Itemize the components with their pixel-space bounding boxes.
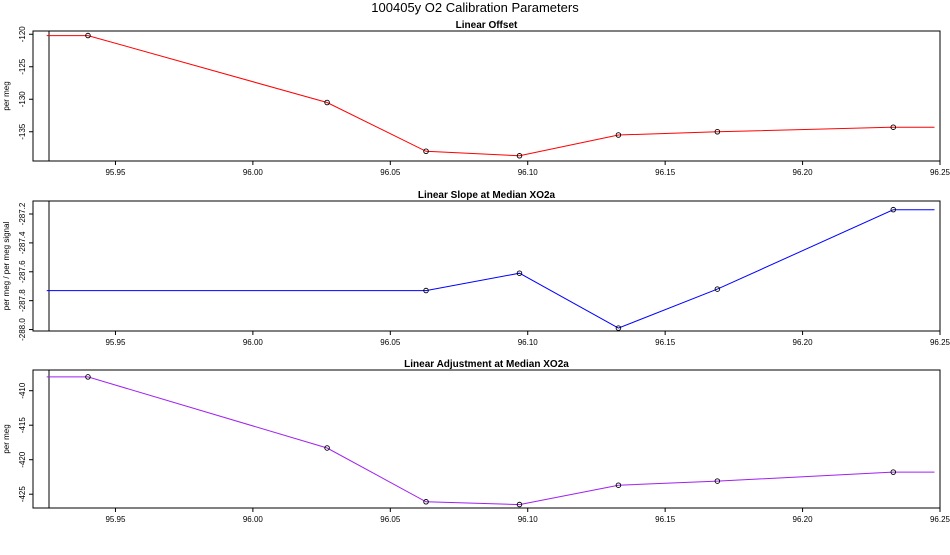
linear-adjustment-y-tick-label: -420 (18, 451, 27, 468)
linear-slope-y-tick-label: -287.6 (18, 260, 27, 283)
linear-adjustment-y-tick-label: -410 (18, 382, 27, 399)
linear-offset-x-tick-label: 95.95 (105, 168, 126, 177)
linear-adjustment-x-tick-label: 96.10 (518, 515, 539, 524)
linear-adjustment-chart: Linear Adjustment at Median XO2a 95.95 96.… (2, 359, 950, 524)
linear-offset-chart: Linear Offset 95.95 96.00 96.05 96.10 96.15 96… (2, 20, 950, 177)
linear-offset-x-tick-label: 96.15 (655, 168, 676, 177)
linear-adjustment-data-point (324, 445, 330, 451)
linear-slope-x-tick-label: 95.95 (105, 338, 126, 347)
linear-slope-frame (32, 200, 941, 332)
linear-slope-data-point (714, 286, 721, 292)
linear-offset-x-tick-label: 96.10 (518, 168, 539, 177)
linear-slope-data-point (615, 325, 622, 331)
linear-slope-x-tick-label: 96.25 (930, 338, 950, 347)
linear-adjustment-y-tick-label: -415 (18, 417, 27, 434)
linear-offset-x-tick-label: 96.20 (793, 168, 814, 177)
linear-adjustment-data-point (615, 482, 622, 488)
linear-adjustment-x-tick-label: 96.05 (380, 515, 401, 524)
linear-offset-data-point (714, 128, 721, 135)
linear-slope-y-tick-label: -288.0 (18, 318, 27, 341)
linear-slope-y-tick-label: -287.4 (18, 231, 27, 254)
linear-adjustment-x-tick-label: 96.15 (655, 515, 676, 524)
linear-slope-y-axis-label: per meg / per meg signal (2, 222, 11, 311)
linear-offset-y-tick-label: -120 (18, 26, 27, 43)
linear-adjustment-title: Linear Adjustment at Median XO2a (404, 359, 569, 370)
linear-offset-y-axis-label: per meg (2, 81, 11, 110)
linear-offset-data-point (423, 148, 429, 154)
linear-offset-x-tick-label: 96.05 (380, 168, 401, 177)
linear-slope-data-point (516, 270, 523, 276)
linear-slope-data-point (890, 206, 897, 213)
linear-adjustment-x-tick-label: 96.25 (930, 515, 950, 524)
linear-offset-data-point (324, 99, 330, 106)
linear-adjustment-frame (32, 369, 941, 509)
linear-offset-x-tick-label: 96.00 (243, 168, 264, 177)
linear-slope-title: Linear Slope at Median XO2a (418, 190, 556, 201)
linear-slope-data-point (423, 287, 429, 294)
linear-offset-data-point (615, 132, 622, 138)
linear-slope-x-tick-label: 96.20 (793, 338, 814, 347)
linear-offset-frame (32, 30, 941, 162)
linear-offset-y-tick-label: -135 (18, 123, 27, 140)
linear-offset-data-point (85, 32, 91, 39)
linear-offset-data-point (516, 153, 523, 159)
linear-slope-y-tick-label: -287.2 (18, 202, 27, 225)
linear-adjustment-x-tick-label: 96.20 (793, 515, 814, 524)
figure-title: 100405y O2 Calibration Parameters (371, 0, 579, 15)
linear-adjustment-data-point (423, 499, 429, 505)
linear-slope-chart: Linear Slope at Median XO2a 95.95 96.00 96.… (2, 190, 950, 347)
linear-slope-x-tick-label: 96.15 (655, 338, 676, 347)
linear-adjustment-x-tick-label: 96.00 (243, 515, 264, 524)
linear-slope-y-tick-label: -287.8 (18, 289, 27, 312)
linear-slope-x-tick-label: 96.05 (380, 338, 401, 347)
linear-adjustment-data-point (85, 374, 91, 380)
linear-slope-series-line (46, 209, 935, 329)
linear-offset-x-tick-label: 96.25 (930, 168, 950, 177)
linear-adjustment-data-point (714, 478, 721, 484)
linear-adjustment-y-tick-label: -425 (18, 486, 27, 503)
linear-adjustment-series-line (46, 376, 935, 506)
linear-adjustment-data-point (516, 501, 523, 508)
linear-slope-x-tick-label: 96.10 (518, 338, 539, 347)
linear-adjustment-x-tick-label: 95.95 (105, 515, 126, 524)
linear-adjustment-y-axis-label: per meg (2, 424, 11, 453)
linear-offset-title: Linear Offset (456, 20, 518, 31)
linear-offset-series-line (46, 35, 935, 157)
linear-offset-y-tick-label: -125 (18, 58, 27, 75)
linear-adjustment-data-point (890, 469, 897, 475)
linear-offset-data-point (890, 124, 897, 130)
linear-offset-y-tick-label: -130 (18, 91, 27, 108)
linear-slope-x-tick-label: 96.00 (243, 338, 264, 347)
